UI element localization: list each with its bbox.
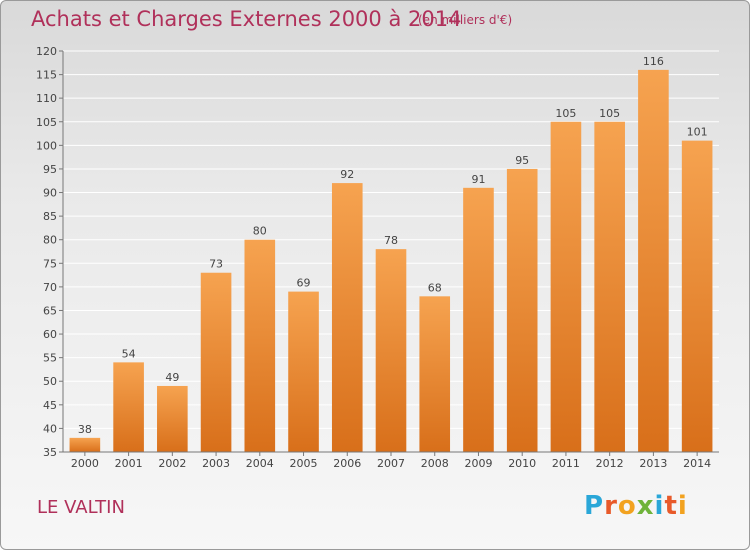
bar-2004 (244, 239, 276, 452)
logo-letter: P (584, 491, 605, 521)
x-tick-label-2006: 2006 (333, 457, 361, 470)
value-label-2000: 38 (78, 423, 92, 436)
y-tick-label: 85 (43, 210, 57, 223)
logo-letter: r (604, 491, 618, 521)
x-tick-label-2003: 2003 (202, 457, 230, 470)
x-tick-label-2000: 2000 (71, 457, 99, 470)
x-tick-label-2013: 2013 (639, 457, 667, 470)
bar-2001 (113, 362, 144, 452)
y-tick-label: 40 (43, 422, 57, 435)
y-tick-label: 75 (43, 257, 57, 270)
location-label: LE VALTIN (37, 497, 125, 518)
y-tick-label: 100 (36, 139, 57, 152)
bar-2002 (157, 385, 188, 452)
x-tick-label-2004: 2004 (246, 457, 274, 470)
logo-letter: x (636, 491, 655, 521)
bar-2010 (506, 168, 538, 453)
bar-2011 (550, 121, 582, 452)
logo-letter: i (654, 491, 665, 521)
y-tick-label: 80 (43, 234, 57, 247)
x-tick-label-2014: 2014 (683, 457, 711, 470)
y-tick-label: 105 (36, 116, 57, 129)
y-tick-label: 95 (43, 163, 57, 176)
x-tick-label-2008: 2008 (421, 457, 449, 470)
y-tick-label: 35 (43, 446, 57, 459)
x-tick-label-2009: 2009 (464, 457, 492, 470)
y-tick-label: 65 (43, 304, 57, 317)
y-tick-label: 60 (43, 328, 57, 341)
bar-2009 (463, 187, 494, 452)
x-tick-label-2010: 2010 (508, 457, 536, 470)
value-label-2009: 91 (471, 173, 485, 186)
y-tick-label: 55 (43, 352, 57, 365)
y-tick-label: 110 (36, 92, 57, 105)
bar-2014 (681, 140, 713, 452)
x-tick-label-2007: 2007 (377, 457, 405, 470)
bar-2013 (638, 69, 669, 452)
value-label-2003: 73 (209, 258, 223, 271)
chart-subtitle: (en milliers d'€) (418, 13, 513, 27)
value-label-2005: 69 (297, 277, 311, 290)
bar-2008 (419, 296, 451, 452)
value-label-2004: 80 (253, 225, 267, 238)
x-tick-label-2002: 2002 (158, 457, 186, 470)
bar-2005 (288, 291, 319, 452)
value-label-2014: 101 (687, 126, 708, 139)
x-tick-label-2012: 2012 (596, 457, 624, 470)
value-label-2008: 68 (428, 281, 442, 294)
value-label-2007: 78 (384, 234, 398, 247)
value-label-2006: 92 (340, 168, 354, 181)
x-tick-label-2005: 2005 (290, 457, 318, 470)
x-tick-label-2001: 2001 (115, 457, 143, 470)
bar-2006 (331, 183, 363, 452)
value-label-2001: 54 (122, 347, 136, 360)
bar-2000 (69, 437, 101, 452)
y-tick-label: 45 (43, 399, 57, 412)
bar-2012 (594, 121, 625, 452)
bar-2003 (200, 272, 232, 452)
chart-title: Achats et Charges Externes 2000 à 2014 (31, 7, 462, 31)
x-tick-label-2011: 2011 (552, 457, 580, 470)
logo-letter: t (664, 491, 678, 521)
value-label-2010: 95 (515, 154, 529, 167)
y-tick-label: 90 (43, 187, 57, 200)
y-tick-label: 120 (36, 45, 57, 58)
y-tick-label: 50 (43, 375, 57, 388)
logo-letter: o (617, 491, 637, 521)
value-label-2012: 105 (599, 107, 620, 120)
value-label-2011: 105 (555, 107, 576, 120)
proxiti-logo[interactable]: Proxiti (584, 491, 688, 521)
logo-letter: i (677, 491, 688, 521)
y-tick-label: 70 (43, 281, 57, 294)
bars: 38 54 49 73 80 69 92 78 68 91 95 105 105 116 101 (69, 55, 713, 453)
y-tick-label: 115 (36, 69, 57, 82)
value-label-2013: 116 (643, 55, 664, 68)
bar-2007 (375, 249, 407, 452)
axes: 35 40 45 50 55 60 65 70 75 80 85 90 95 100 105 110 115 12… (36, 45, 719, 470)
value-label-2002: 49 (165, 371, 179, 384)
